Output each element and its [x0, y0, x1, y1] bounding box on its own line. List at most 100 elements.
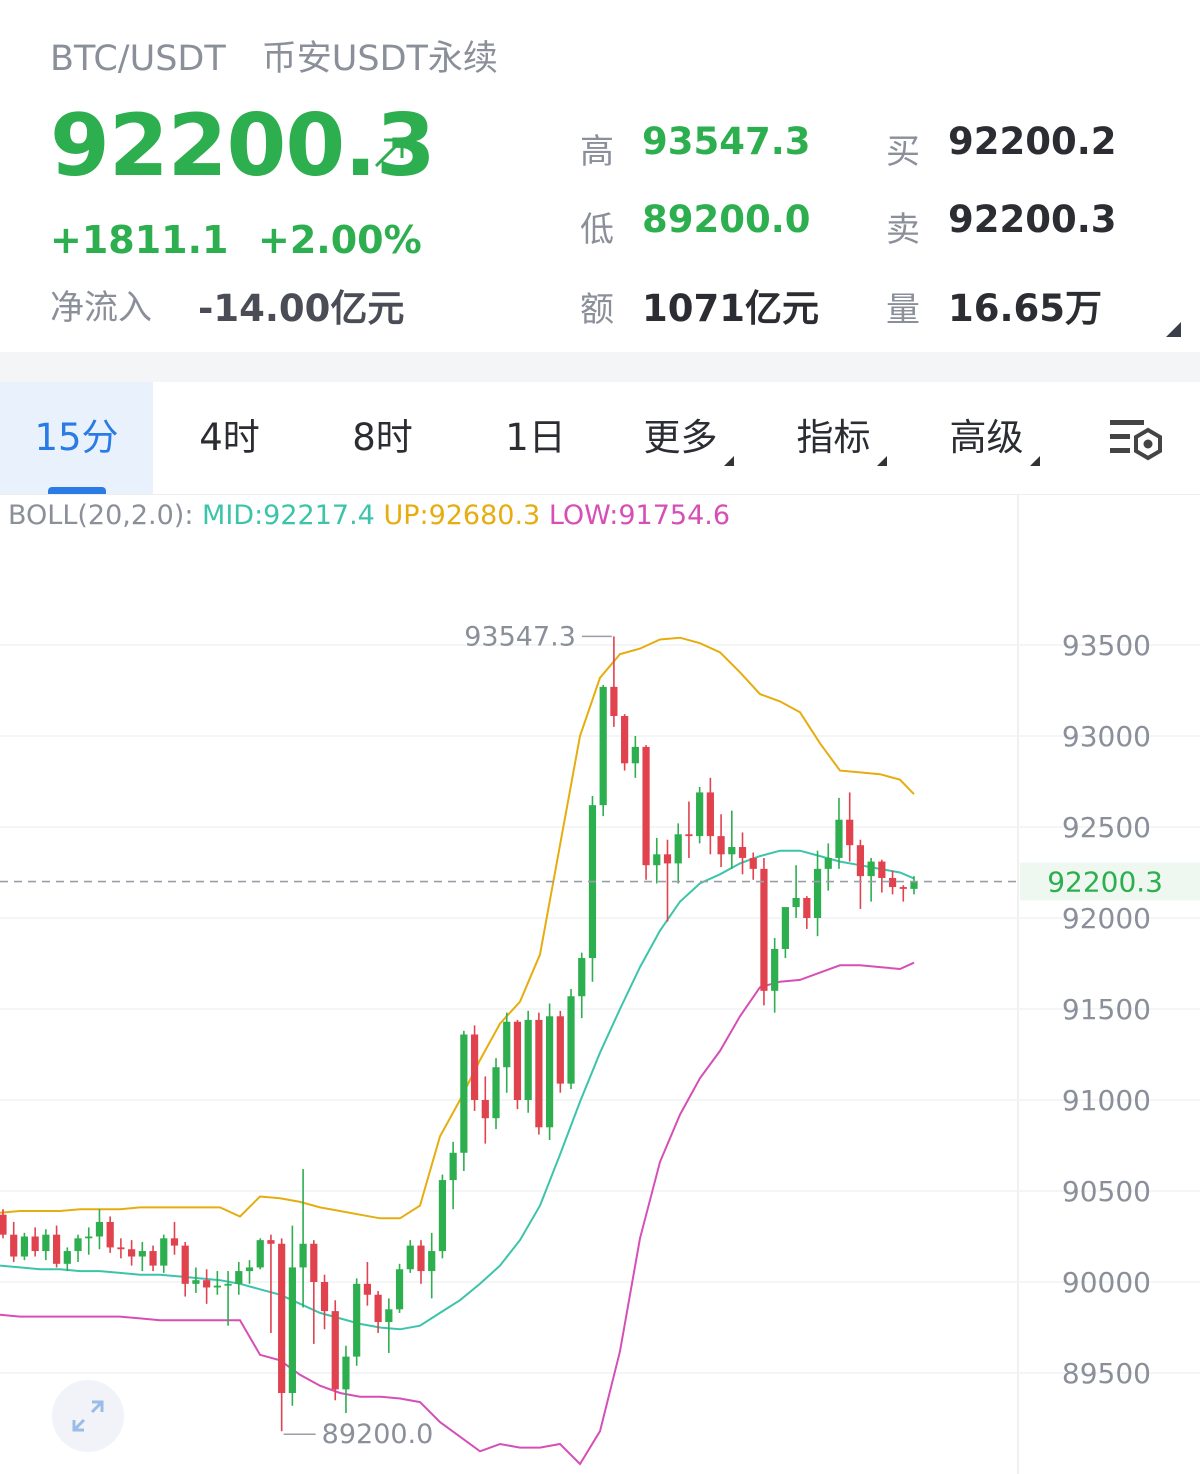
candle [267, 1234, 275, 1333]
candle [535, 1012, 543, 1135]
candle [696, 786, 704, 844]
candle [610, 636, 618, 727]
candle-body [663, 854, 672, 864]
candle-body [578, 958, 586, 997]
candle-body [824, 857, 832, 869]
tab-advanced[interactable]: 高级 [918, 382, 1071, 494]
candle [342, 1345, 350, 1414]
candle [888, 870, 897, 895]
candle-body [10, 1234, 18, 1257]
arrow-up-right-icon [374, 138, 404, 168]
candle [878, 859, 886, 893]
candle [749, 852, 757, 880]
candle-body [203, 1280, 211, 1288]
expand-chart-button[interactable] [52, 1380, 124, 1452]
candle [181, 1241, 189, 1297]
candle-body [460, 1034, 468, 1153]
candle-body [792, 897, 800, 908]
candle-body [160, 1238, 168, 1266]
candle-body [449, 1152, 457, 1181]
boll-low: LOW:91754.6 [548, 500, 731, 531]
y-tick-label: 92000 [1062, 902, 1151, 935]
ask-value: 92200.3 [948, 198, 1117, 241]
candle [160, 1234, 168, 1273]
candle-body [513, 1021, 522, 1100]
candle [385, 1298, 393, 1353]
candle-body [224, 1283, 232, 1286]
candle [546, 1003, 554, 1141]
candle [106, 1216, 114, 1253]
candle-body [385, 1309, 393, 1323]
low-marker-label: 89200.0 [322, 1419, 434, 1450]
candle [728, 810, 736, 869]
candle [128, 1240, 136, 1266]
tab-label: 8时 [352, 416, 413, 459]
tab-15m[interactable]: 15分 [0, 382, 153, 494]
candle [74, 1234, 82, 1262]
chart-settings-icon[interactable] [1108, 416, 1166, 464]
candle [20, 1232, 29, 1261]
candle-body [406, 1245, 414, 1270]
candle [771, 938, 779, 1013]
candle [320, 1274, 329, 1330]
candle-body [642, 746, 650, 866]
candle-body [128, 1249, 136, 1257]
candle-body [781, 907, 789, 949]
candle [331, 1300, 339, 1401]
candle [470, 1025, 479, 1111]
candle [824, 843, 832, 891]
high-value: 93547.3 [642, 120, 811, 163]
candle [10, 1221, 18, 1262]
candle [803, 896, 811, 929]
candle-body [599, 686, 607, 806]
tab-8h[interactable]: 8时 [306, 382, 459, 494]
boll-legend: BOLL(20,2.0): MID:92217.4 UP:92680.3 LOW… [8, 500, 730, 531]
candle-body [610, 686, 618, 716]
candle-body [696, 792, 704, 837]
candle-body [674, 834, 682, 864]
candle-body [706, 792, 714, 837]
candle [867, 857, 875, 902]
candle [567, 988, 575, 1090]
tab-label: 4时 [199, 416, 260, 459]
last-price-label: 92200.3 [1047, 866, 1163, 899]
candle [256, 1238, 264, 1270]
candle-body [481, 1100, 489, 1119]
candle [213, 1271, 221, 1295]
y-tick-label: 89500 [1062, 1357, 1151, 1390]
candle-body [492, 1067, 500, 1119]
candle-body [567, 996, 575, 1084]
candle-body [470, 1034, 479, 1100]
active-tab-indicator [48, 487, 106, 494]
candle [621, 714, 629, 771]
candle-body [138, 1251, 146, 1257]
candle [428, 1232, 436, 1299]
last-price: 92200.3 [50, 96, 436, 196]
candle-body [653, 854, 661, 866]
boll-mid: MID:92217.4 [202, 500, 375, 531]
candle [663, 839, 672, 922]
y-tick-label: 91500 [1062, 993, 1151, 1026]
candle-body [63, 1251, 71, 1264]
candle-body [878, 861, 886, 878]
tab-indicators[interactable]: 指标 [765, 382, 918, 494]
candle [278, 1238, 286, 1432]
candle-body [438, 1180, 447, 1252]
candle-body [631, 746, 639, 764]
amount-label: 额 [580, 290, 614, 330]
tab-4h[interactable]: 4时 [153, 382, 306, 494]
candle [224, 1271, 232, 1326]
candle [524, 1010, 532, 1113]
expand-stats-icon[interactable] [1166, 322, 1181, 337]
dropdown-caret-icon [1029, 456, 1040, 466]
candle-body [428, 1251, 436, 1272]
candle [835, 797, 843, 869]
candle [52, 1225, 61, 1268]
candlestick-chart[interactable]: 93500 93000 92500 92000 91500 91000 90500 90000… [0, 494, 1200, 1474]
price-change-percent: +2.00% [258, 218, 422, 262]
candle-body [235, 1271, 243, 1284]
candle-body [717, 836, 725, 855]
tab-more[interactable]: 更多 [612, 382, 765, 494]
boll-prefix: BOLL(20,2.0): [8, 500, 194, 531]
tab-1d[interactable]: 1日 [459, 382, 612, 494]
